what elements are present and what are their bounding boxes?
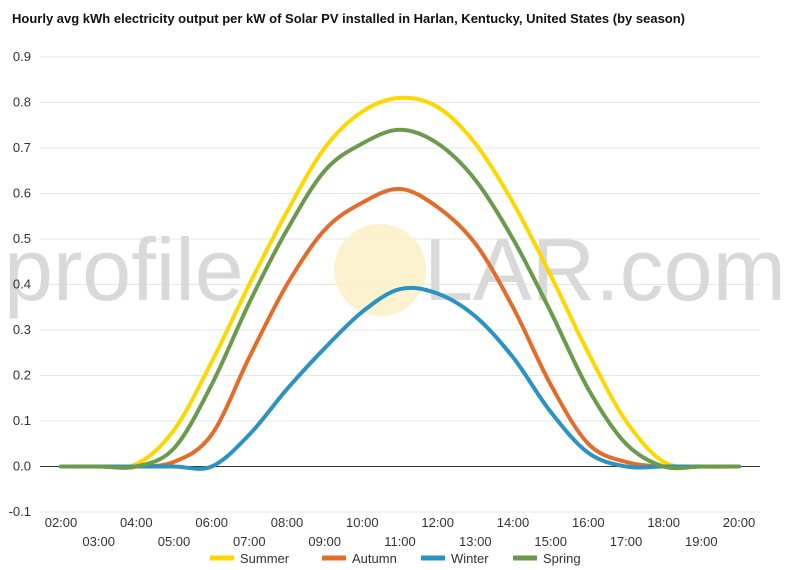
legend-label-winter: Winter xyxy=(451,551,489,566)
series-line-autumn xyxy=(59,186,741,469)
x-tick-label: 19:00 xyxy=(685,534,718,549)
x-tick-label: 16:00 xyxy=(572,515,605,530)
y-axis-ticks: -0.1 0.0 0.1 0.2 0.3 0.4 0.5 0.6 0.7 0.8 0.9 xyxy=(9,49,31,519)
y-tick-label: 0.9 xyxy=(13,49,31,64)
x-tick-label: 13:00 xyxy=(459,534,492,549)
y-tick-label: 0.4 xyxy=(13,277,31,292)
x-tick-label: 07:00 xyxy=(233,534,266,549)
y-tick-label: 0.0 xyxy=(13,459,31,474)
series-line-spring xyxy=(59,127,741,471)
watermark: profile LAR.com xyxy=(4,220,786,319)
chart-title: Hourly avg kWh electricity output per kW… xyxy=(12,11,686,26)
x-tick-label: 08:00 xyxy=(271,515,304,530)
x-tick-label: 04:00 xyxy=(120,515,153,530)
x-tick-label: 02:00 xyxy=(45,515,78,530)
x-tick-label: 09:00 xyxy=(308,534,341,549)
series-lines xyxy=(59,95,741,471)
y-tick-label: 0.6 xyxy=(13,186,31,201)
watermark-text-right: LAR.com xyxy=(424,220,786,319)
legend-label-autumn: Autumn xyxy=(352,551,397,566)
x-tick-label: 10:00 xyxy=(346,515,379,530)
x-tick-label: 12:00 xyxy=(421,515,454,530)
x-tick-label: 06:00 xyxy=(195,515,228,530)
x-tick-label: 15:00 xyxy=(534,534,567,549)
y-tick-label: 0.1 xyxy=(13,413,31,428)
x-tick-label: 20:00 xyxy=(723,515,756,530)
x-tick-label: 03:00 xyxy=(82,534,115,549)
legend-label-summer: Summer xyxy=(240,551,290,566)
legend: Summer Autumn Winter Spring xyxy=(210,551,581,566)
watermark-sun-icon xyxy=(334,224,426,316)
y-tick-label: 0.7 xyxy=(13,140,31,155)
x-tick-label: 17:00 xyxy=(610,534,643,549)
y-tick-label: -0.1 xyxy=(9,504,31,519)
gridlines xyxy=(40,56,760,513)
y-tick-label: 0.3 xyxy=(13,322,31,337)
y-tick-label: 0.5 xyxy=(13,231,31,246)
series-line-summer xyxy=(59,95,741,470)
y-tick-label: 0.2 xyxy=(13,368,31,383)
series-line-winter xyxy=(59,285,741,471)
legend-label-spring: Spring xyxy=(543,551,581,566)
x-axis-ticks: 02:00 03:00 04:00 05:00 06:00 07:00 08:00 09:00… xyxy=(45,515,756,549)
y-tick-label: 0.8 xyxy=(13,95,31,110)
x-tick-label: 14:00 xyxy=(497,515,530,530)
watermark-text-left: profile xyxy=(4,220,244,319)
x-tick-label: 18:00 xyxy=(647,515,680,530)
x-tick-label: 11:00 xyxy=(384,534,416,549)
x-tick-label: 05:00 xyxy=(158,534,191,549)
